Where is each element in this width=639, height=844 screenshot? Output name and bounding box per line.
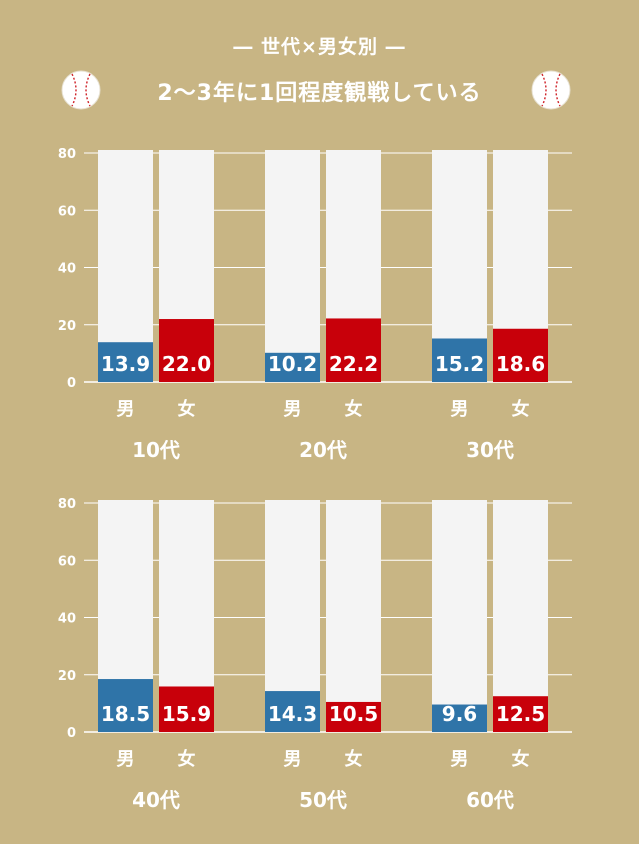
- bar-track: [432, 500, 487, 732]
- bar-female: [326, 318, 381, 382]
- baseball-icon: [61, 70, 101, 110]
- data-label: 14.3: [268, 702, 317, 726]
- series-label: 女: [512, 398, 530, 420]
- bar-track: [265, 150, 320, 382]
- y-tick-label: 80: [58, 147, 76, 162]
- bar-male: [432, 704, 487, 732]
- y-tick-label: 60: [58, 204, 76, 219]
- data-label: 18.5: [101, 702, 150, 726]
- chart-title: 2〜3年に1回程度観戦している: [157, 81, 482, 106]
- data-label: 18.6: [496, 352, 545, 376]
- data-label: 15.2: [435, 352, 484, 376]
- series-label: 男: [451, 399, 469, 420]
- data-label: 10.2: [268, 352, 317, 376]
- bar-female: [493, 696, 548, 732]
- bar-track: [326, 500, 381, 732]
- bar-female: [493, 328, 548, 382]
- data-label: 9.6: [442, 702, 477, 726]
- y-tick-label: 0: [67, 726, 76, 741]
- bar-female: [159, 319, 214, 382]
- chart-subtitle: ― 世代×男女別 ―: [233, 36, 406, 58]
- bar-male: [98, 679, 153, 732]
- bar-female: [326, 701, 381, 732]
- series-label: 女: [178, 398, 196, 420]
- data-label: 13.9: [101, 352, 150, 376]
- group-label: 20代: [299, 438, 347, 462]
- group-label: 30代: [466, 438, 514, 462]
- data-label: 15.9: [162, 702, 211, 726]
- series-label: 男: [451, 749, 469, 770]
- y-tick-label: 40: [58, 262, 76, 277]
- group-label: 10代: [132, 438, 180, 462]
- data-label: 12.5: [496, 702, 545, 726]
- bar-male: [98, 342, 153, 382]
- data-label: 22.0: [162, 352, 211, 376]
- group-label: 60代: [466, 788, 514, 812]
- bar-track: [493, 500, 548, 732]
- series-label: 男: [117, 399, 135, 420]
- series-label: 女: [512, 748, 530, 770]
- series-label: 女: [178, 748, 196, 770]
- group-label: 40代: [132, 788, 180, 812]
- series-label: 女: [345, 398, 363, 420]
- data-label: 22.2: [329, 352, 378, 376]
- series-label: 男: [117, 749, 135, 770]
- bar-male: [432, 338, 487, 382]
- bar-male: [265, 691, 320, 732]
- series-label: 男: [284, 399, 302, 420]
- y-tick-label: 20: [58, 319, 76, 334]
- y-tick-label: 20: [58, 669, 76, 684]
- y-tick-label: 0: [67, 376, 76, 391]
- series-label: 女: [345, 748, 363, 770]
- group-label: 50代: [299, 788, 347, 812]
- y-tick-label: 60: [58, 554, 76, 569]
- baseball-icon: [531, 70, 571, 110]
- y-tick-label: 40: [58, 612, 76, 627]
- bar-male: [265, 352, 320, 382]
- bar-female: [159, 686, 214, 732]
- series-label: 男: [284, 749, 302, 770]
- y-tick-label: 80: [58, 497, 76, 512]
- data-label: 10.5: [329, 702, 378, 726]
